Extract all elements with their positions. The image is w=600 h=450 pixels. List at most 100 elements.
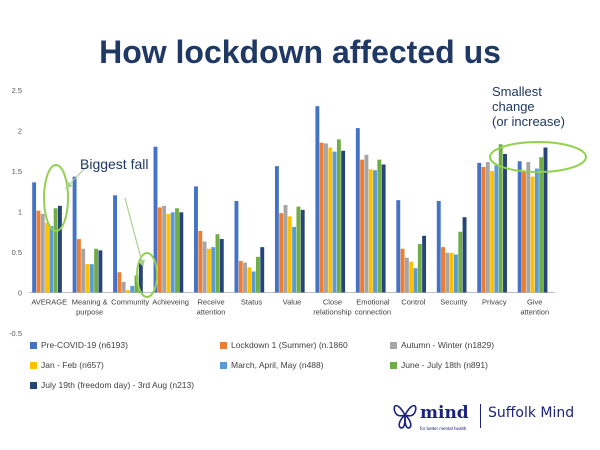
x-tick-label: connection: [355, 308, 391, 317]
legend-label: July 19th (freedom day) - 3rd Aug (n213): [41, 380, 195, 390]
y-tick-label: 2.5: [12, 86, 22, 95]
bar: [211, 247, 216, 293]
chart-axes: -0.5 0 0.5 1 1.5 2 2.5 AVERAGE Meaning &purpose C…: [9, 86, 555, 338]
bar: [170, 212, 175, 293]
highlight-ellipse: [489, 141, 587, 173]
chart-annotation-marks: [43, 141, 587, 298]
bar: [381, 164, 386, 293]
bar: [49, 226, 54, 293]
bar: [409, 261, 414, 293]
bar: [368, 169, 373, 293]
chart-bars: [32, 106, 548, 293]
bar: [292, 226, 297, 293]
bar: [238, 260, 243, 293]
bar: [436, 200, 441, 293]
legend-item: June - July 18th (n891): [390, 360, 488, 370]
bar: [494, 165, 499, 293]
bar: [94, 248, 99, 293]
brand-logo: mind for better mental health Suffolk Mi…: [392, 396, 592, 440]
bar: [130, 286, 135, 293]
x-tick-label: Achieveing: [152, 298, 189, 307]
legend-item: Pre-COVID-19 (n6193): [30, 340, 128, 350]
legend-label: March, April, May (n488): [231, 360, 324, 370]
x-tick-label: purpose: [76, 308, 103, 317]
bar: [255, 256, 260, 293]
bar: [400, 248, 405, 293]
bar: [324, 143, 328, 293]
bar: [36, 210, 41, 293]
legend-swatch: [390, 362, 397, 370]
annotation-smallest-change: Smallest change (or increase): [492, 84, 565, 129]
bar: [81, 248, 86, 293]
x-tick-label: Privacy: [482, 298, 507, 307]
bar: [481, 166, 486, 293]
bar: [534, 168, 539, 293]
bar: [332, 151, 337, 293]
bar: [364, 154, 369, 293]
butterfly-icon: [393, 404, 417, 429]
bar: [441, 247, 445, 293]
legend-item: July 19th (freedom day) - 3rd Aug (n213): [30, 380, 194, 390]
bar: [530, 176, 535, 293]
brand-tagline: for better mental health: [420, 426, 467, 431]
bar: [522, 171, 526, 293]
legend-item: Lockdown 1 (Summer) (n.1860: [220, 340, 348, 350]
bar: [89, 264, 94, 293]
legend-swatch: [220, 362, 227, 370]
bar: [453, 254, 458, 293]
bar: [126, 290, 130, 293]
bar: [404, 257, 409, 293]
x-tick-label: AVERAGE: [31, 298, 67, 307]
x-tick-label: Give: [527, 298, 542, 307]
legend-label: Pre-COVID-19 (n6193): [41, 340, 128, 350]
bar: [422, 235, 427, 293]
bar: [243, 262, 247, 293]
x-tick-label: Meaning &: [72, 298, 108, 307]
bar: [458, 231, 463, 293]
annotation-line: change: [492, 99, 535, 114]
x-tick-label: Close: [323, 298, 342, 307]
legend-swatch: [30, 362, 37, 370]
x-tick-label: Emotional: [356, 298, 390, 307]
bar: [396, 200, 401, 293]
y-tick-label: 0.5: [12, 248, 22, 257]
bar: [247, 267, 252, 293]
bar: [543, 147, 548, 293]
bar: [328, 147, 333, 293]
x-tick-label: Community: [111, 298, 149, 307]
brand-divider: [480, 404, 481, 428]
bar: [336, 139, 341, 293]
bar: [121, 281, 126, 293]
bar: [153, 146, 158, 293]
bar: [32, 182, 37, 293]
bar: [287, 216, 292, 293]
bar: [134, 275, 139, 293]
bar: [206, 248, 211, 293]
bar: [279, 213, 284, 293]
bar: [485, 162, 490, 293]
bar: [179, 212, 184, 293]
bar: [449, 252, 454, 293]
bar: [98, 250, 103, 293]
legend-item: March, April, May (n488): [220, 360, 324, 370]
bar: [234, 200, 239, 293]
x-tick-label: attention: [520, 308, 549, 317]
bar: [283, 205, 288, 293]
legend-item: Autumn - Winter (n1829): [390, 340, 494, 350]
y-tick-label: 1.5: [12, 167, 22, 176]
bar: [251, 271, 256, 293]
bar: [477, 162, 482, 293]
bar: [202, 241, 207, 293]
bar: [498, 144, 503, 293]
legend-swatch: [220, 342, 227, 350]
legend-swatch: [30, 382, 37, 390]
bar: [162, 205, 167, 293]
bar: [274, 166, 279, 293]
annotation-biggest-fall: Biggest fall: [80, 156, 149, 172]
annotation-arrow: [124, 197, 145, 268]
bar: [138, 260, 143, 293]
legend-label: Jan - Feb (n657): [41, 360, 104, 370]
annotation-line: Smallest: [492, 84, 542, 99]
bar: [45, 222, 49, 293]
